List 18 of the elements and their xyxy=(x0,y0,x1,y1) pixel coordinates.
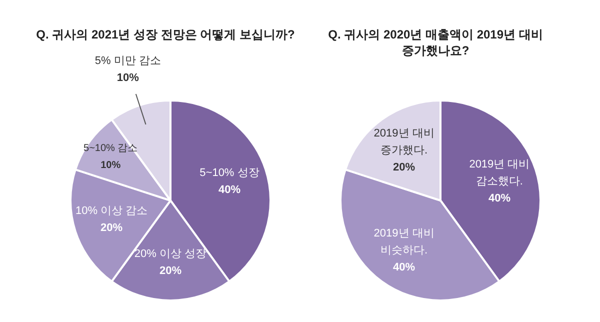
data-label: 20% xyxy=(100,222,123,234)
data-label: 20% xyxy=(159,265,182,277)
slice-label: 5~10% 감소 xyxy=(84,143,138,154)
slice-label: 20% 이상 성장 xyxy=(134,248,207,260)
data-label: 10% xyxy=(100,160,121,172)
slice-label: 10% 이상 감소 xyxy=(75,205,148,218)
slice-label: 5% 미만 감소 xyxy=(94,54,161,67)
chart-title: Q. 귀사의 2020년 매출액이 2019년 대비 증가했나요? xyxy=(328,28,543,58)
data-label: 40% xyxy=(218,184,241,196)
slice-label: 2019년 대비 감소했다. xyxy=(469,158,530,188)
data-label: 20% xyxy=(393,161,416,174)
chart-title: Q. 귀사의 2021년 성장 전망은 어떻게 보십니까? xyxy=(36,28,295,42)
slice-label: 5~10% 성장 xyxy=(200,166,260,179)
data-label: 10% xyxy=(116,72,140,84)
slice-label: 2019년 대비 증가했다. xyxy=(374,127,434,156)
slice-label: 2019년 대비 비슷하다. xyxy=(374,228,434,257)
data-label: 40% xyxy=(488,192,511,204)
data-label: 40% xyxy=(393,262,416,274)
